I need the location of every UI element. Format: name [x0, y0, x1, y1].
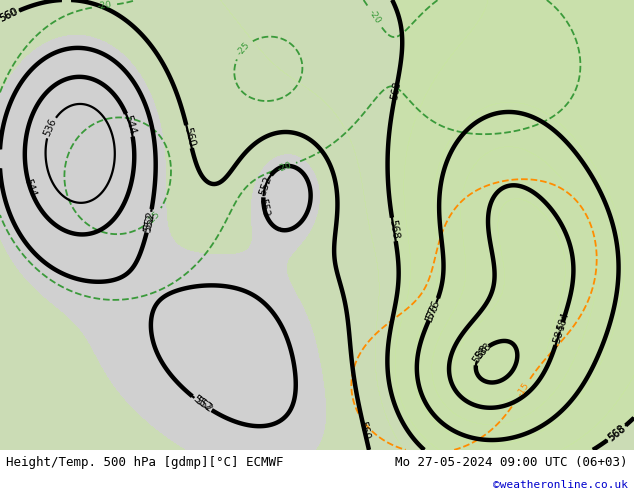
Text: 584: 584 — [555, 311, 571, 331]
Text: 568: 568 — [605, 423, 628, 443]
Text: 552: 552 — [143, 210, 157, 232]
Text: Height/Temp. 500 hPa [gdmp][°C] ECMWF: Height/Temp. 500 hPa [gdmp][°C] ECMWF — [6, 456, 284, 469]
Text: 536: 536 — [42, 117, 59, 138]
Text: ©weatheronline.co.uk: ©weatheronline.co.uk — [493, 480, 628, 490]
Text: -15: -15 — [515, 381, 531, 398]
Text: 552: 552 — [257, 197, 271, 218]
Text: 568: 568 — [606, 423, 627, 443]
Text: -20: -20 — [276, 160, 293, 173]
Text: 552: 552 — [193, 395, 214, 414]
Text: 560: 560 — [182, 126, 196, 147]
Text: -20: -20 — [97, 0, 113, 11]
Text: -25: -25 — [235, 41, 252, 57]
Text: 560: 560 — [0, 7, 19, 24]
Text: 568: 568 — [387, 219, 400, 240]
Text: 552: 552 — [142, 213, 156, 233]
Text: 560: 560 — [358, 420, 372, 441]
Text: 568: 568 — [389, 80, 403, 100]
Text: 576: 576 — [425, 298, 442, 320]
Text: 560: 560 — [0, 7, 20, 24]
Text: 588: 588 — [473, 341, 493, 361]
Text: -20: -20 — [367, 9, 383, 26]
Text: 552: 552 — [191, 393, 213, 414]
Text: -25: -25 — [145, 209, 162, 226]
Text: 552: 552 — [257, 174, 273, 196]
Text: 544: 544 — [122, 114, 138, 136]
Text: 544: 544 — [22, 177, 38, 198]
Text: 584: 584 — [552, 323, 567, 345]
Text: Mo 27-05-2024 09:00 UTC (06+03): Mo 27-05-2024 09:00 UTC (06+03) — [395, 456, 628, 469]
Text: 588: 588 — [470, 343, 490, 366]
Text: 576: 576 — [424, 303, 440, 324]
